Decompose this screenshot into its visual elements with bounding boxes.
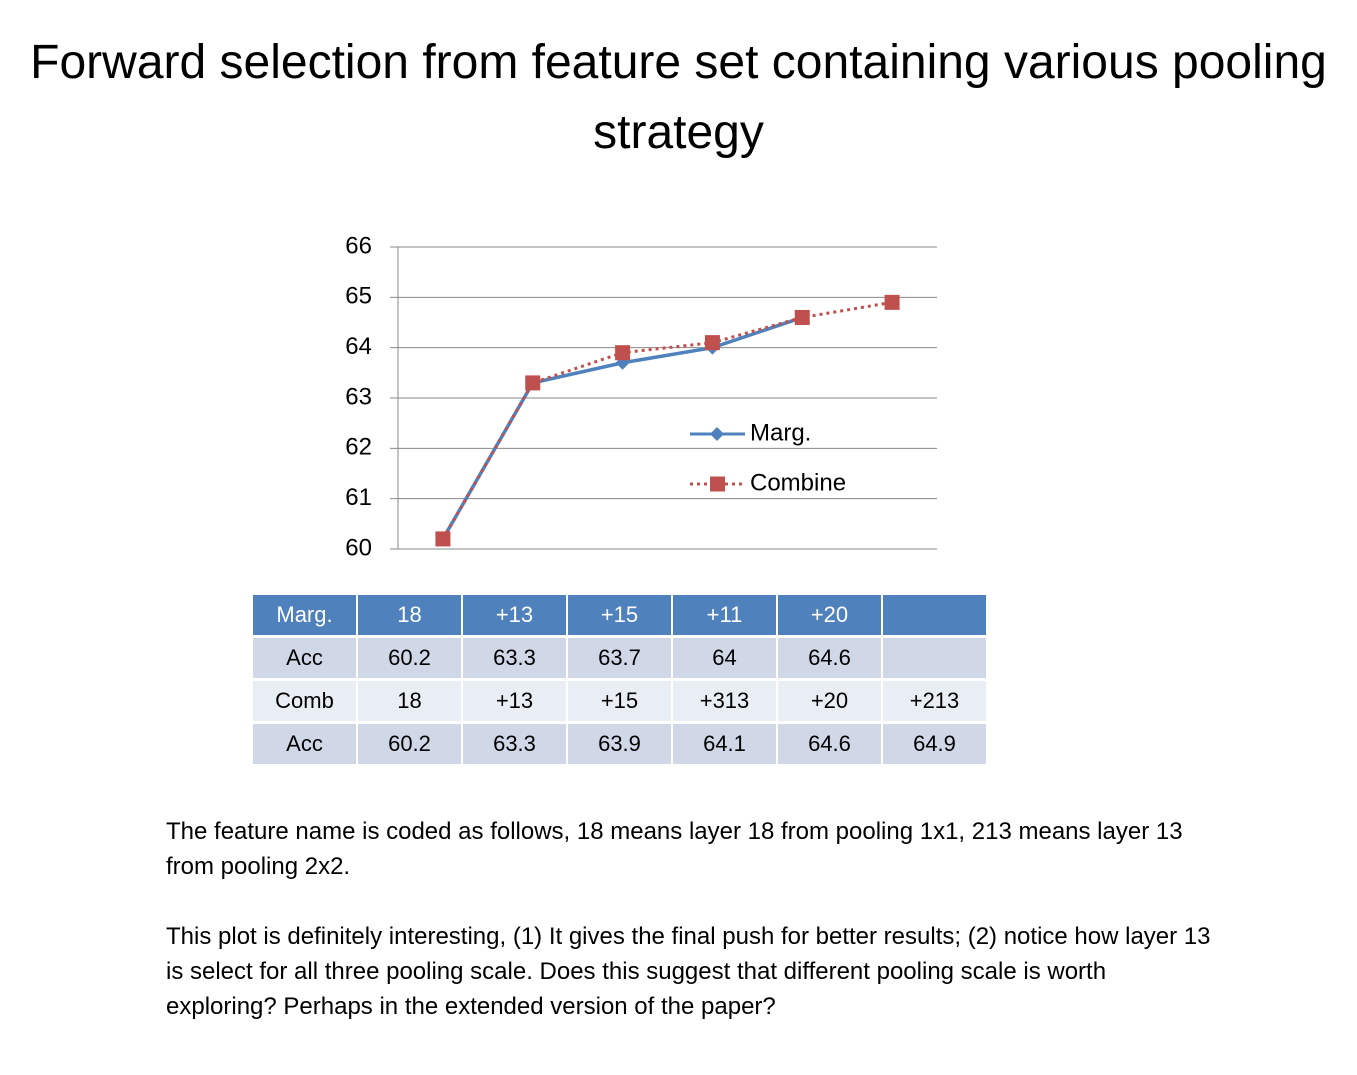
table-cell: +13 (463, 595, 566, 635)
note-paragraph: The feature name is coded as follows, 18… (166, 818, 1183, 880)
data-table: Marg. 18 +13 +15 +11 +20 Acc 60.2 63.3 63.7 64 64.6… (251, 592, 988, 767)
table-cell: 63.3 (463, 638, 566, 678)
table-cell: +15 (568, 681, 671, 721)
y-tick-label: 64 (345, 333, 372, 360)
table-cell: +11 (673, 595, 776, 635)
table-cell: Comb (253, 681, 356, 721)
table-cell (883, 595, 986, 635)
note-paragraph: This plot is definitely interesting, (1)… (166, 923, 1211, 1020)
table-cell (883, 638, 986, 678)
data-point (525, 375, 541, 391)
table-cell: Marg. (253, 595, 356, 635)
table-cell: 64.6 (778, 724, 881, 764)
data-point (435, 531, 451, 547)
slide-title: Forward selection from feature set conta… (30, 36, 1327, 159)
table-row: Marg. 18 +13 +15 +11 +20 (253, 595, 986, 635)
table-cell: +313 (673, 681, 776, 721)
table-row: Comb 18 +13 +15 +313 +20 +213 (253, 681, 986, 721)
legend-label: Marg. (750, 419, 811, 446)
table-row: Acc 60.2 63.3 63.9 64.1 64.6 64.9 (253, 724, 986, 764)
table-cell: 64.9 (883, 724, 986, 764)
y-tick-label: 66 (345, 232, 372, 259)
table-cell: +20 (778, 595, 881, 635)
legend-marker (710, 476, 725, 492)
table-cell: 63.7 (568, 638, 671, 678)
table-cell: 18 (358, 595, 461, 635)
chart: 60 61 62 63 64 65 66 Marg. Combine (345, 232, 937, 561)
table-cell: Acc (253, 638, 356, 678)
table-cell: +15 (568, 595, 671, 635)
table-cell: 63.9 (568, 724, 671, 764)
table-cell: +13 (463, 681, 566, 721)
data-point (794, 309, 810, 325)
table-cell: 60.2 (358, 724, 461, 764)
y-tick-label: 63 (345, 383, 372, 410)
data-point (884, 294, 900, 310)
table-row: Acc 60.2 63.3 63.7 64 64.6 (253, 638, 986, 678)
table-cell: 64.6 (778, 638, 881, 678)
notes: The feature name is coded as follows, 18… (166, 814, 1211, 1059)
table-cell: 63.3 (463, 724, 566, 764)
data-point (704, 335, 720, 351)
y-tick-label: 60 (345, 534, 372, 561)
legend-label: Combine (750, 469, 846, 496)
table-cell: 18 (358, 681, 461, 721)
legend-marker (710, 427, 724, 441)
y-tick-label: 62 (345, 434, 372, 461)
table-cell: Acc (253, 724, 356, 764)
table-cell: +20 (778, 681, 881, 721)
y-tick-label: 61 (345, 484, 372, 511)
y-tick-label: 65 (345, 283, 372, 310)
table-cell: 64.1 (673, 724, 776, 764)
table-cell: 64 (673, 638, 776, 678)
table-cell: 60.2 (358, 638, 461, 678)
table-cell: +213 (883, 681, 986, 721)
data-point (615, 345, 631, 361)
